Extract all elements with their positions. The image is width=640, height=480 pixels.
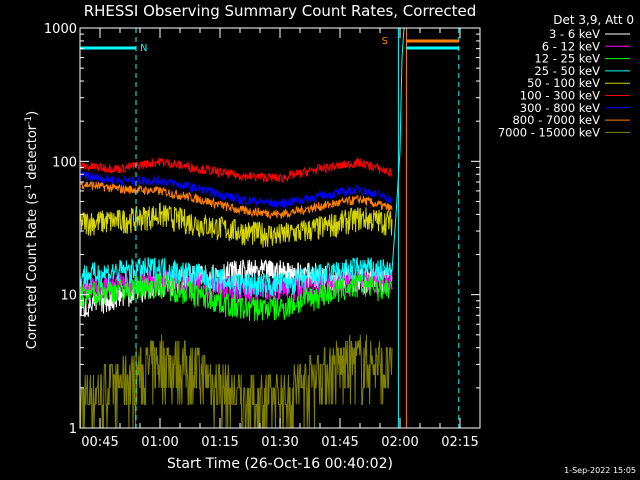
y-tick-label: 1 (69, 422, 77, 437)
y-tick-label: 10 (60, 289, 77, 304)
series-line-25-50-kev-spike (391, 27, 405, 272)
y-axis-label: Corrected Count Rate (s-1 detector-1) (24, 111, 40, 349)
legend-label: 300 - 800 keV (520, 101, 600, 115)
x-tick-label: 01:15 (201, 435, 238, 450)
series-line-300-800-kev (79, 170, 393, 208)
x-tick-label: 00:45 (81, 435, 118, 450)
x-tick-label: 01:30 (261, 435, 298, 450)
legend-label: 800 - 7000 keV (512, 113, 600, 127)
legend-label: 25 - 50 keV (534, 64, 600, 78)
legend-label: 7000 - 15000 keV (498, 125, 600, 139)
series-line-100-300-kev (79, 156, 393, 184)
x-tick-label: 02:15 (441, 435, 478, 450)
x-tick-label: 01:00 (141, 435, 178, 450)
y-tick-label: 1000 (44, 22, 77, 37)
footer-timestamp: 1-Sep-2022 15:05 (564, 466, 636, 475)
series-line-12-25-kev (79, 273, 393, 322)
legend-title: Det 3,9, Att 0 (553, 13, 634, 27)
annotation-s: S (382, 36, 388, 47)
legend-label: 3 - 6 keV (549, 27, 600, 41)
legend-label: 6 - 12 keV (542, 39, 600, 53)
series-line-50-100-kev (79, 202, 393, 248)
x-tick-label: 01:45 (321, 435, 358, 450)
series-line-800-7000-kev (79, 180, 393, 220)
x-tick-label: 02:00 (381, 435, 418, 450)
legend-label: 12 - 25 keV (534, 52, 600, 66)
y-tick-label: 100 (52, 155, 77, 170)
annotation-n: N (140, 43, 147, 54)
chart-title: RHESSI Observing Summary Count Rates, Co… (84, 2, 477, 20)
series-line-7000-15000-kev (79, 334, 393, 429)
series-line-25-50-kev (79, 257, 393, 298)
legend-label: 50 - 100 keV (527, 76, 600, 90)
legend-label: 100 - 300 keV (520, 89, 600, 103)
x-axis-label: Start Time (26-Oct-16 00:40:02) (167, 456, 393, 472)
